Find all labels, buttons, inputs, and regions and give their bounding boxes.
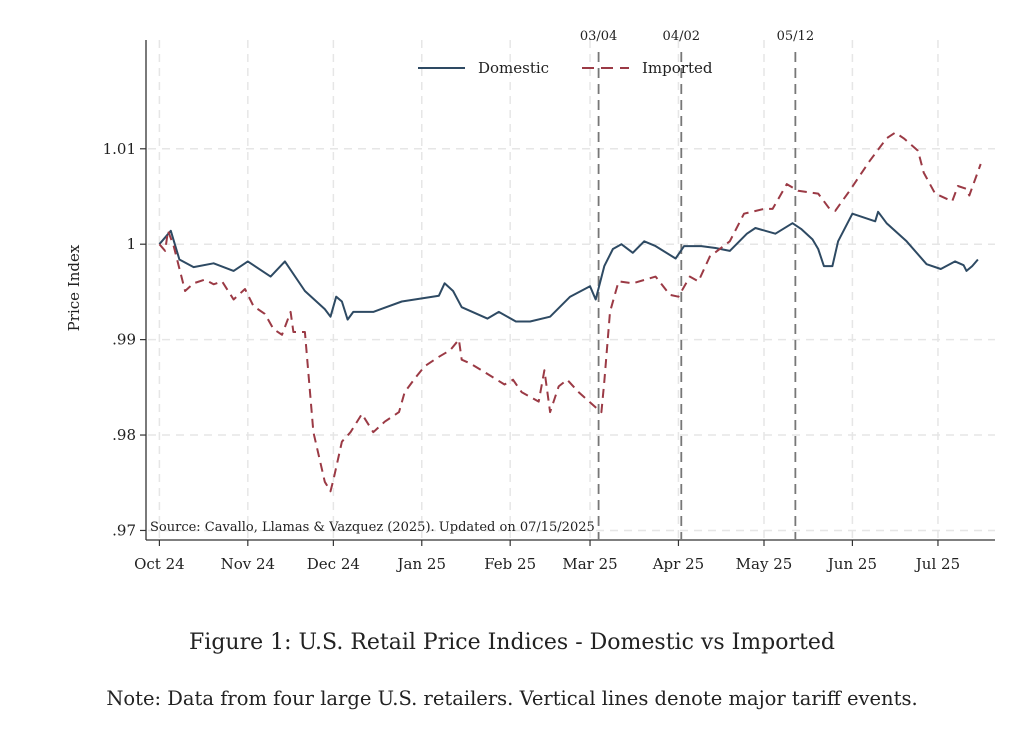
y-tick-label: 1 <box>126 235 136 253</box>
y-tick-label: .97 <box>112 521 136 539</box>
x-tick-label: Jul 25 <box>914 555 960 573</box>
legend-label: Imported <box>642 59 713 77</box>
y-tick-label: 1.01 <box>103 140 136 158</box>
x-tick-label: Oct 24 <box>134 555 185 573</box>
source-annotation: Source: Cavallo, Llamas & Vazquez (2025)… <box>150 520 595 535</box>
legend-label: Domestic <box>478 59 549 77</box>
event-label: 04/02 <box>663 29 700 44</box>
y-axis-label: Price Index <box>65 244 83 331</box>
price-index-chart: .97 .98 .99 1 1.01 Oct 24 Nov 24 Dec 24 Jan 25 Fe… <box>65 29 995 573</box>
figure-note: Note: Data from four large U.S. retailer… <box>106 687 918 710</box>
x-tick-label: Mar 25 <box>562 555 617 573</box>
x-tick-label: Nov 24 <box>221 555 276 573</box>
series-line-domestic <box>158 210 979 323</box>
x-tick-label: Jan 25 <box>396 555 446 573</box>
event-label: 03/04 <box>580 29 617 44</box>
y-tick-label: .99 <box>112 331 136 349</box>
y-tick-label: .98 <box>112 426 136 444</box>
figure-caption: Figure 1: U.S. Retail Price Indices - Do… <box>189 630 835 655</box>
x-tick-label: Dec 24 <box>307 555 360 573</box>
x-tick-label: May 25 <box>736 555 793 573</box>
x-tick-label: Apr 25 <box>652 555 704 573</box>
x-tick-label: Jun 25 <box>826 555 877 573</box>
event-label: 05/12 <box>777 29 814 44</box>
series-line-imported <box>158 131 982 493</box>
x-tick-label: Feb 25 <box>484 555 536 573</box>
